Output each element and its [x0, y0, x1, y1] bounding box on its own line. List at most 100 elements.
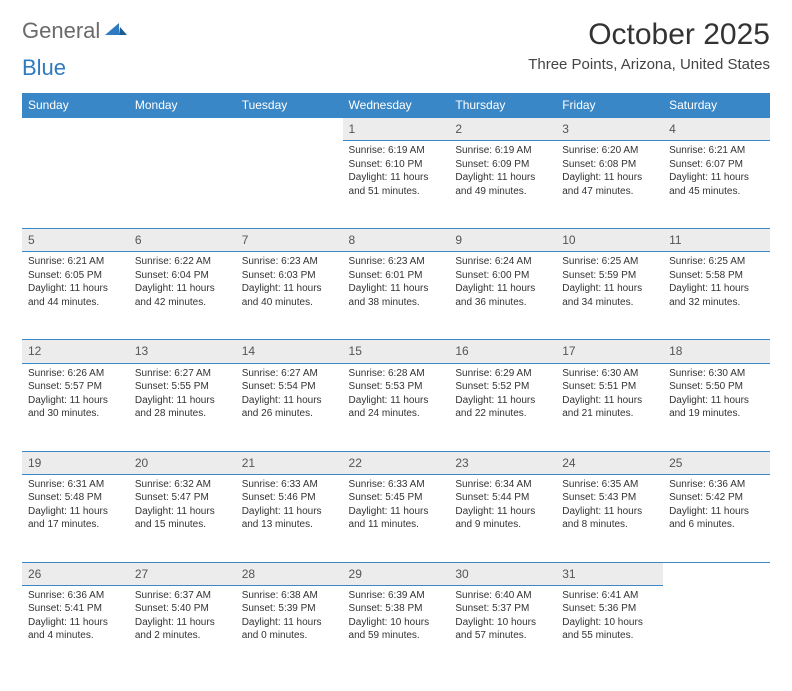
daylight-text: and 40 minutes. [242, 296, 337, 310]
day-number-cell: 11 [663, 229, 770, 252]
sunrise-text: Sunrise: 6:28 AM [349, 367, 444, 381]
sunset-text: Sunset: 6:01 PM [349, 269, 444, 283]
sunset-text: Sunset: 5:48 PM [28, 491, 123, 505]
day-number-cell: 15 [343, 340, 450, 363]
sunset-text: Sunset: 5:52 PM [455, 380, 550, 394]
sunset-text: Sunset: 6:08 PM [562, 158, 657, 172]
day-cell [129, 141, 236, 229]
daylight-text: and 13 minutes. [242, 518, 337, 532]
daylight-text: Daylight: 10 hours [455, 616, 550, 630]
day-cell: Sunrise: 6:23 AMSunset: 6:01 PMDaylight:… [343, 252, 450, 340]
day-cell: Sunrise: 6:36 AMSunset: 5:41 PMDaylight:… [22, 585, 129, 673]
sunset-text: Sunset: 6:10 PM [349, 158, 444, 172]
daylight-text: Daylight: 11 hours [28, 282, 123, 296]
daylight-text: Daylight: 11 hours [349, 394, 444, 408]
day-cell: Sunrise: 6:25 AMSunset: 5:58 PMDaylight:… [663, 252, 770, 340]
sunrise-text: Sunrise: 6:39 AM [349, 589, 444, 603]
daylight-text: Daylight: 11 hours [669, 282, 764, 296]
day-number-cell: 7 [236, 229, 343, 252]
weekday-header: Saturday [663, 93, 770, 118]
daylight-text: Daylight: 11 hours [349, 505, 444, 519]
logo-mark-icon [105, 21, 127, 42]
day-number-cell: 28 [236, 562, 343, 585]
day-number-cell [236, 118, 343, 141]
day-cell: Sunrise: 6:27 AMSunset: 5:55 PMDaylight:… [129, 363, 236, 451]
daylight-text: and 30 minutes. [28, 407, 123, 421]
day-number-cell: 1 [343, 118, 450, 141]
daylight-text: and 55 minutes. [562, 629, 657, 643]
daylight-text: and 38 minutes. [349, 296, 444, 310]
daylight-text: and 17 minutes. [28, 518, 123, 532]
sunset-text: Sunset: 5:58 PM [669, 269, 764, 283]
week-content-row: Sunrise: 6:19 AMSunset: 6:10 PMDaylight:… [22, 141, 770, 229]
sunrise-text: Sunrise: 6:33 AM [349, 478, 444, 492]
sunset-text: Sunset: 5:59 PM [562, 269, 657, 283]
sunset-text: Sunset: 5:36 PM [562, 602, 657, 616]
day-number-cell: 12 [22, 340, 129, 363]
sunset-text: Sunset: 5:44 PM [455, 491, 550, 505]
sunrise-text: Sunrise: 6:31 AM [28, 478, 123, 492]
daylight-text: Daylight: 11 hours [455, 394, 550, 408]
day-number-cell: 2 [449, 118, 556, 141]
daylight-text: Daylight: 11 hours [242, 616, 337, 630]
title-block: October 2025 Three Points, Arizona, Unit… [528, 18, 770, 73]
day-number-cell: 5 [22, 229, 129, 252]
day-cell: Sunrise: 6:26 AMSunset: 5:57 PMDaylight:… [22, 363, 129, 451]
daylight-text: Daylight: 11 hours [455, 505, 550, 519]
location: Three Points, Arizona, United States [528, 56, 770, 73]
day-cell: Sunrise: 6:30 AMSunset: 5:50 PMDaylight:… [663, 363, 770, 451]
day-number-cell: 22 [343, 451, 450, 474]
daylight-text: and 6 minutes. [669, 518, 764, 532]
day-number-cell: 14 [236, 340, 343, 363]
sunset-text: Sunset: 5:50 PM [669, 380, 764, 394]
day-cell: Sunrise: 6:21 AMSunset: 6:07 PMDaylight:… [663, 141, 770, 229]
sunset-text: Sunset: 6:07 PM [669, 158, 764, 172]
day-number-row: 262728293031 [22, 562, 770, 585]
sunrise-text: Sunrise: 6:23 AM [242, 255, 337, 269]
weekday-header-row: SundayMondayTuesdayWednesdayThursdayFrid… [22, 93, 770, 118]
day-cell: Sunrise: 6:41 AMSunset: 5:36 PMDaylight:… [556, 585, 663, 673]
day-number-cell: 10 [556, 229, 663, 252]
day-number-cell: 29 [343, 562, 450, 585]
daylight-text: Daylight: 11 hours [242, 394, 337, 408]
day-number-cell [663, 562, 770, 585]
day-number-cell [129, 118, 236, 141]
sunrise-text: Sunrise: 6:34 AM [455, 478, 550, 492]
day-number-cell: 25 [663, 451, 770, 474]
sunset-text: Sunset: 5:51 PM [562, 380, 657, 394]
day-number-cell: 31 [556, 562, 663, 585]
day-number-cell: 30 [449, 562, 556, 585]
daylight-text: Daylight: 11 hours [135, 394, 230, 408]
week-content-row: Sunrise: 6:31 AMSunset: 5:48 PMDaylight:… [22, 474, 770, 562]
sunset-text: Sunset: 6:00 PM [455, 269, 550, 283]
day-number-cell: 21 [236, 451, 343, 474]
daylight-text: and 9 minutes. [455, 518, 550, 532]
day-number-cell: 6 [129, 229, 236, 252]
sunrise-text: Sunrise: 6:19 AM [455, 144, 550, 158]
daylight-text: Daylight: 11 hours [669, 505, 764, 519]
daylight-text: and 44 minutes. [28, 296, 123, 310]
daylight-text: Daylight: 11 hours [28, 394, 123, 408]
sunrise-text: Sunrise: 6:23 AM [349, 255, 444, 269]
daylight-text: Daylight: 11 hours [455, 282, 550, 296]
day-number-cell: 27 [129, 562, 236, 585]
sunset-text: Sunset: 5:47 PM [135, 491, 230, 505]
sunrise-text: Sunrise: 6:21 AM [669, 144, 764, 158]
daylight-text: and 59 minutes. [349, 629, 444, 643]
weekday-header: Sunday [22, 93, 129, 118]
sunrise-text: Sunrise: 6:27 AM [242, 367, 337, 381]
day-number-cell [22, 118, 129, 141]
sunrise-text: Sunrise: 6:35 AM [562, 478, 657, 492]
sunrise-text: Sunrise: 6:19 AM [349, 144, 444, 158]
daylight-text: and 8 minutes. [562, 518, 657, 532]
day-number-row: 19202122232425 [22, 451, 770, 474]
sunrise-text: Sunrise: 6:37 AM [135, 589, 230, 603]
daylight-text: and 36 minutes. [455, 296, 550, 310]
daylight-text: and 0 minutes. [242, 629, 337, 643]
day-number-cell: 3 [556, 118, 663, 141]
sunset-text: Sunset: 5:57 PM [28, 380, 123, 394]
day-cell [236, 141, 343, 229]
daylight-text: Daylight: 11 hours [28, 505, 123, 519]
sunrise-text: Sunrise: 6:20 AM [562, 144, 657, 158]
daylight-text: Daylight: 11 hours [562, 171, 657, 185]
